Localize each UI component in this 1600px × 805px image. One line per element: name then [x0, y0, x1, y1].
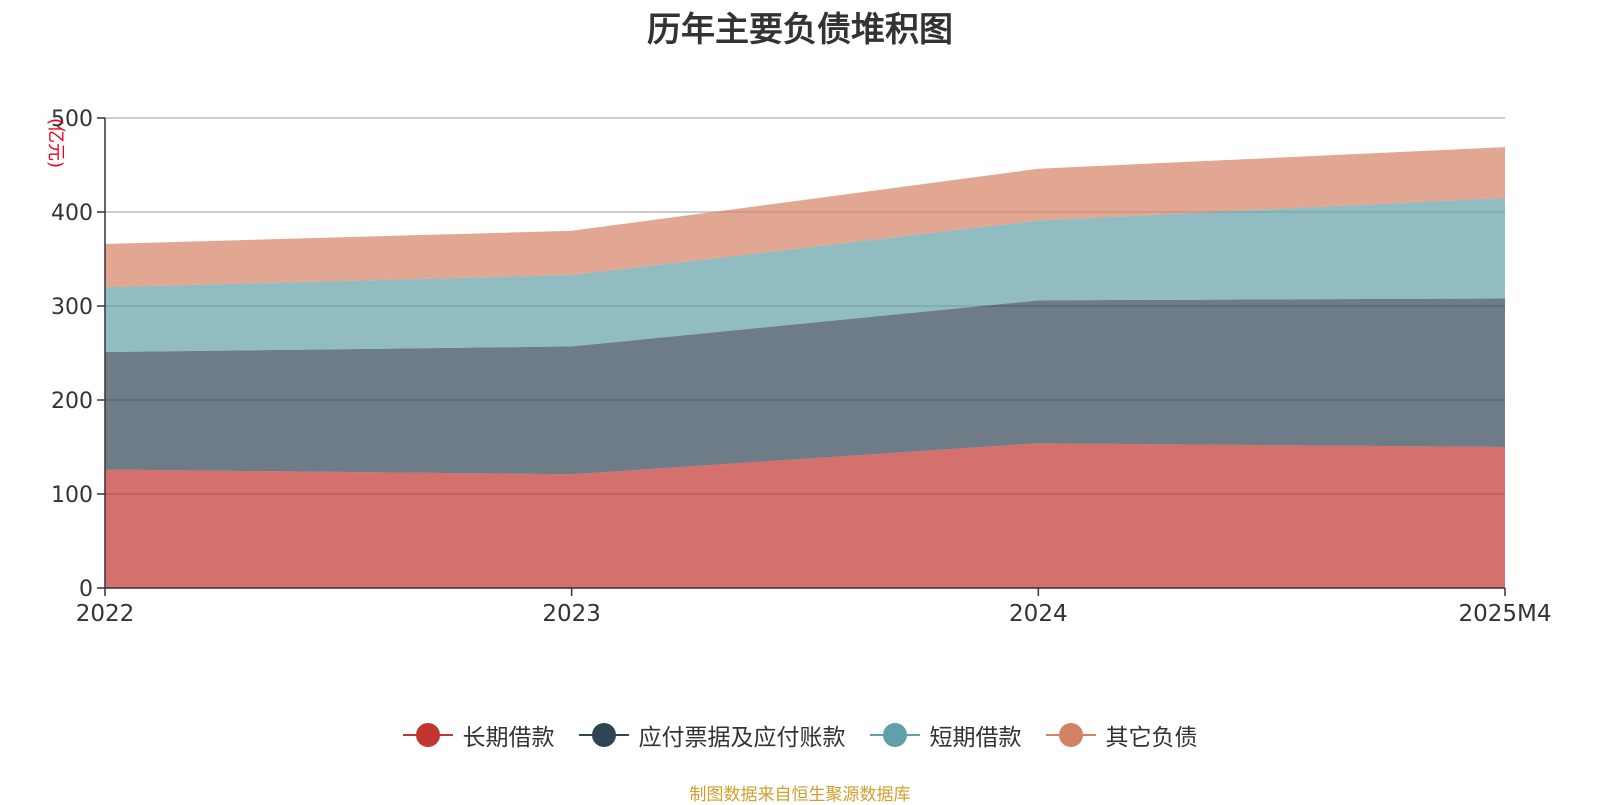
y-tick-label: 500 [51, 107, 93, 132]
y-tick-label: 0 [79, 577, 93, 602]
y-tick-label: 300 [51, 295, 93, 320]
legend-marker [1045, 722, 1096, 748]
area-series [105, 147, 1505, 588]
area-series-1 [105, 443, 1505, 588]
axes: 0 100 200 300 400 500 2022 2023 2024 2025M4 [51, 107, 1552, 627]
area-series-4 [105, 147, 1505, 288]
y-tick-label: 400 [51, 201, 93, 226]
legend-marker [578, 722, 629, 748]
legend-item-1[interactable]: 长期借款 [402, 718, 555, 752]
legend-item-3[interactable]: 短期借款 [869, 718, 1022, 752]
legend-label: 应付票据及应付账款 [638, 725, 846, 751]
y-axis-unit-label: (亿元) [45, 118, 66, 168]
legend-item-2[interactable]: 应付票据及应付账款 [578, 718, 846, 752]
legend-marker [402, 722, 453, 748]
legend-marker [869, 722, 920, 748]
x-tick-label: 2022 [76, 601, 135, 627]
area-series-3 [105, 197, 1505, 353]
x-tick-label: 2023 [542, 601, 601, 627]
area-series-2 [105, 298, 1505, 475]
x-tick-label: 2024 [1009, 601, 1068, 627]
source-note: 制图数据来自恒生聚源数据库 [689, 785, 911, 805]
legend-item-4[interactable]: 其它负债 [1045, 718, 1198, 752]
legend-label: 短期借款 [929, 725, 1022, 751]
chart-title: 历年主要负债堆积图 [647, 10, 953, 50]
x-tick-label: 2025M4 [1458, 601, 1551, 627]
y-tick-label: 100 [51, 483, 93, 508]
legend-label: 其它负债 [1105, 725, 1198, 751]
legend-label: 长期借款 [462, 725, 555, 751]
chart-legend: 长期借款 应付票据及应付账款 短期借款 其它负债 [0, 718, 1600, 752]
y-tick-label: 200 [51, 389, 93, 414]
